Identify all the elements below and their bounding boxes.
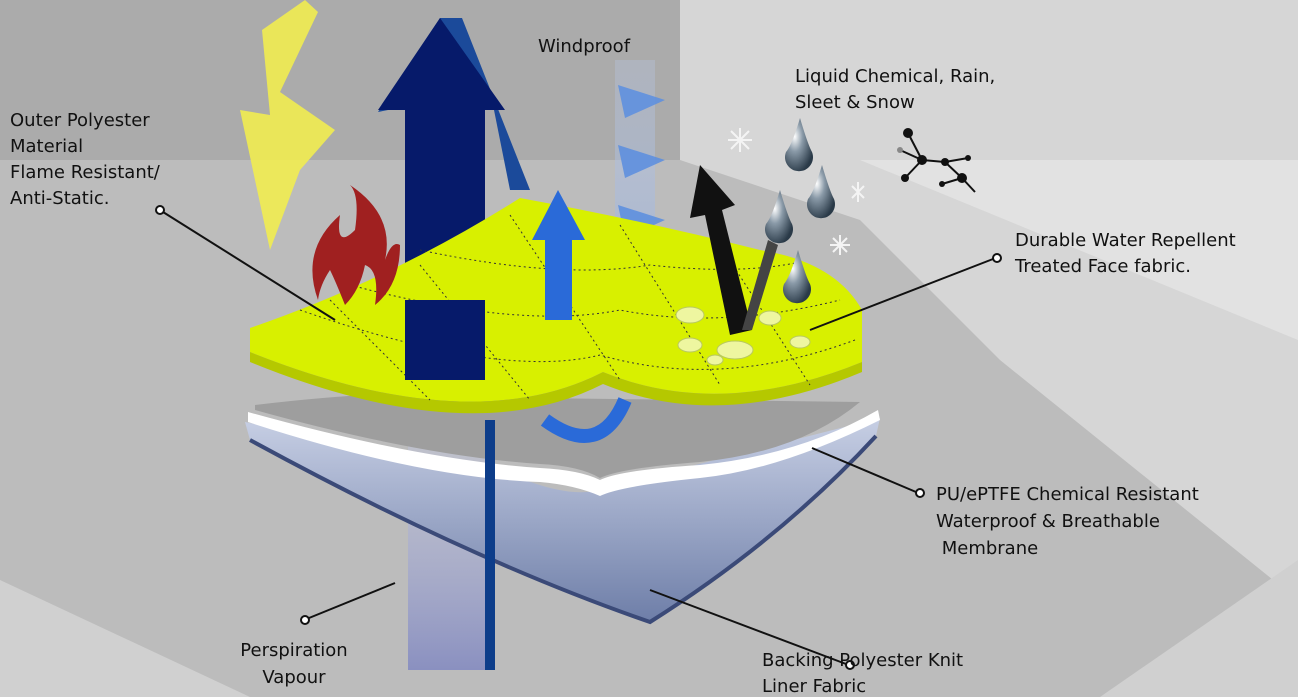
label: Backing Polyester Knit	[762, 650, 963, 671]
label: Durable Water Repellent	[1015, 230, 1236, 251]
label: Sleet & Snow	[795, 92, 915, 113]
outer-layer-edge	[250, 352, 862, 414]
black-arrow	[690, 165, 752, 335]
background-band	[680, 0, 1298, 600]
blue-arrow-loop	[540, 397, 632, 443]
molecule-atoms	[897, 128, 971, 187]
label: Vapour	[262, 667, 326, 688]
background-band	[1100, 560, 1298, 697]
background-band	[860, 160, 1298, 340]
blue-arrow	[532, 190, 585, 320]
liner-edge	[249, 434, 878, 625]
beads	[675, 306, 811, 366]
label: Outer Polyester	[10, 110, 150, 131]
label: Perspiration	[240, 640, 347, 661]
label: Liner Fabric	[762, 676, 866, 697]
label: Liquid Chemical, Rain,	[795, 66, 995, 87]
flame	[312, 185, 400, 305]
label: Anti-Static.	[10, 188, 109, 209]
black-arrow-shadow	[742, 240, 778, 330]
label: Membrane	[936, 538, 1038, 559]
label: PU/ePTFE Chemical Resistant	[936, 484, 1199, 505]
label: Windproof	[538, 36, 631, 57]
background-band	[0, 0, 700, 160]
label: Material	[10, 136, 83, 157]
label: Flame Resistant/	[10, 162, 161, 183]
rain-drops	[765, 118, 835, 304]
label: Waterproof & Breathable	[936, 511, 1160, 532]
big-arrow-base	[405, 300, 485, 380]
lightning	[240, 0, 335, 250]
membrane-layer	[248, 410, 880, 496]
arrow-shaft	[485, 420, 495, 670]
label: Treated Face fabric.	[1014, 256, 1191, 277]
leader-lines	[155, 205, 1002, 670]
background-band	[0, 580, 250, 697]
snowflakes	[728, 128, 865, 255]
